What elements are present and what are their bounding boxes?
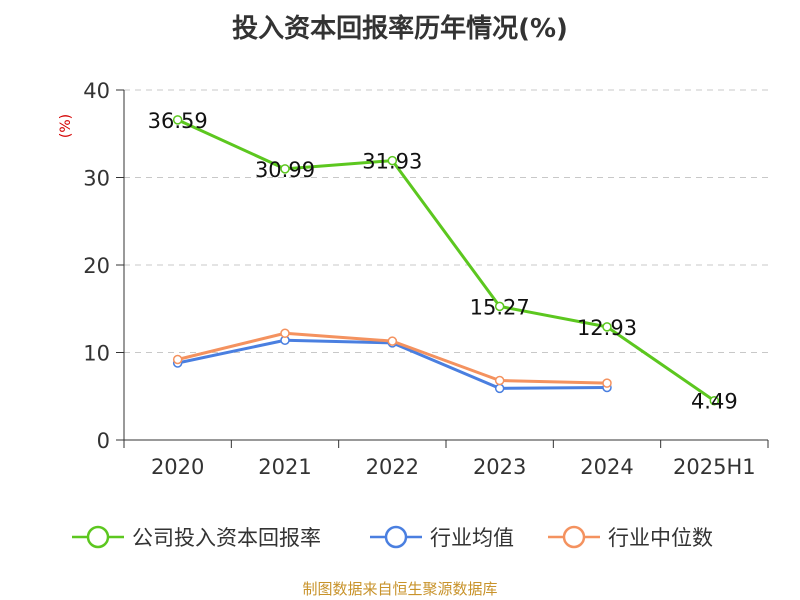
legend-label: 行业中位数 [608, 526, 713, 550]
data-label: 31.93 [362, 150, 422, 174]
legend-marker [86, 525, 110, 549]
source-footer: 制图数据来自恒生聚源数据库 [302, 580, 498, 598]
legend-marker [384, 525, 408, 549]
data-point [602, 378, 612, 388]
y-tick-label: 10 [83, 342, 110, 366]
data-label: 12.93 [577, 316, 637, 340]
data-label: 36.59 [148, 109, 208, 133]
data-point [709, 395, 720, 406]
x-tick-label: 2024 [580, 455, 633, 479]
x-tick-label: 2021 [258, 455, 311, 479]
x-tick-label: 2025H1 [673, 455, 756, 479]
data-label: 15.27 [470, 295, 530, 319]
y-tick-label: 30 [83, 167, 110, 191]
data-point [494, 301, 505, 312]
legend-marker [562, 525, 586, 549]
data-point [280, 164, 290, 174]
data-label: 4.49 [691, 390, 738, 414]
data-point [494, 375, 505, 386]
data-point [494, 383, 505, 394]
y-tick-label: 0 [97, 429, 110, 453]
x-tick-label: 2020 [151, 455, 204, 479]
legend-label: 公司投入资本回报率 [132, 526, 321, 550]
legend-label: 行业均值 [430, 526, 514, 550]
data-point [387, 336, 398, 346]
series-line-0 [177, 118, 716, 402]
data-point [387, 155, 398, 166]
data-point [172, 354, 183, 365]
data-point [602, 322, 612, 332]
data-label: 30.99 [255, 158, 315, 182]
y-tick-label: 20 [83, 254, 110, 278]
y-axis-label: (%) [58, 114, 74, 138]
data-point [172, 115, 183, 125]
data-point [280, 328, 290, 338]
y-tick-label: 40 [83, 79, 110, 103]
chart-title: 投入资本回报率历年情况(%) [232, 14, 568, 44]
x-tick-label: 2022 [366, 455, 419, 479]
x-tick-label: 2023 [473, 455, 526, 479]
